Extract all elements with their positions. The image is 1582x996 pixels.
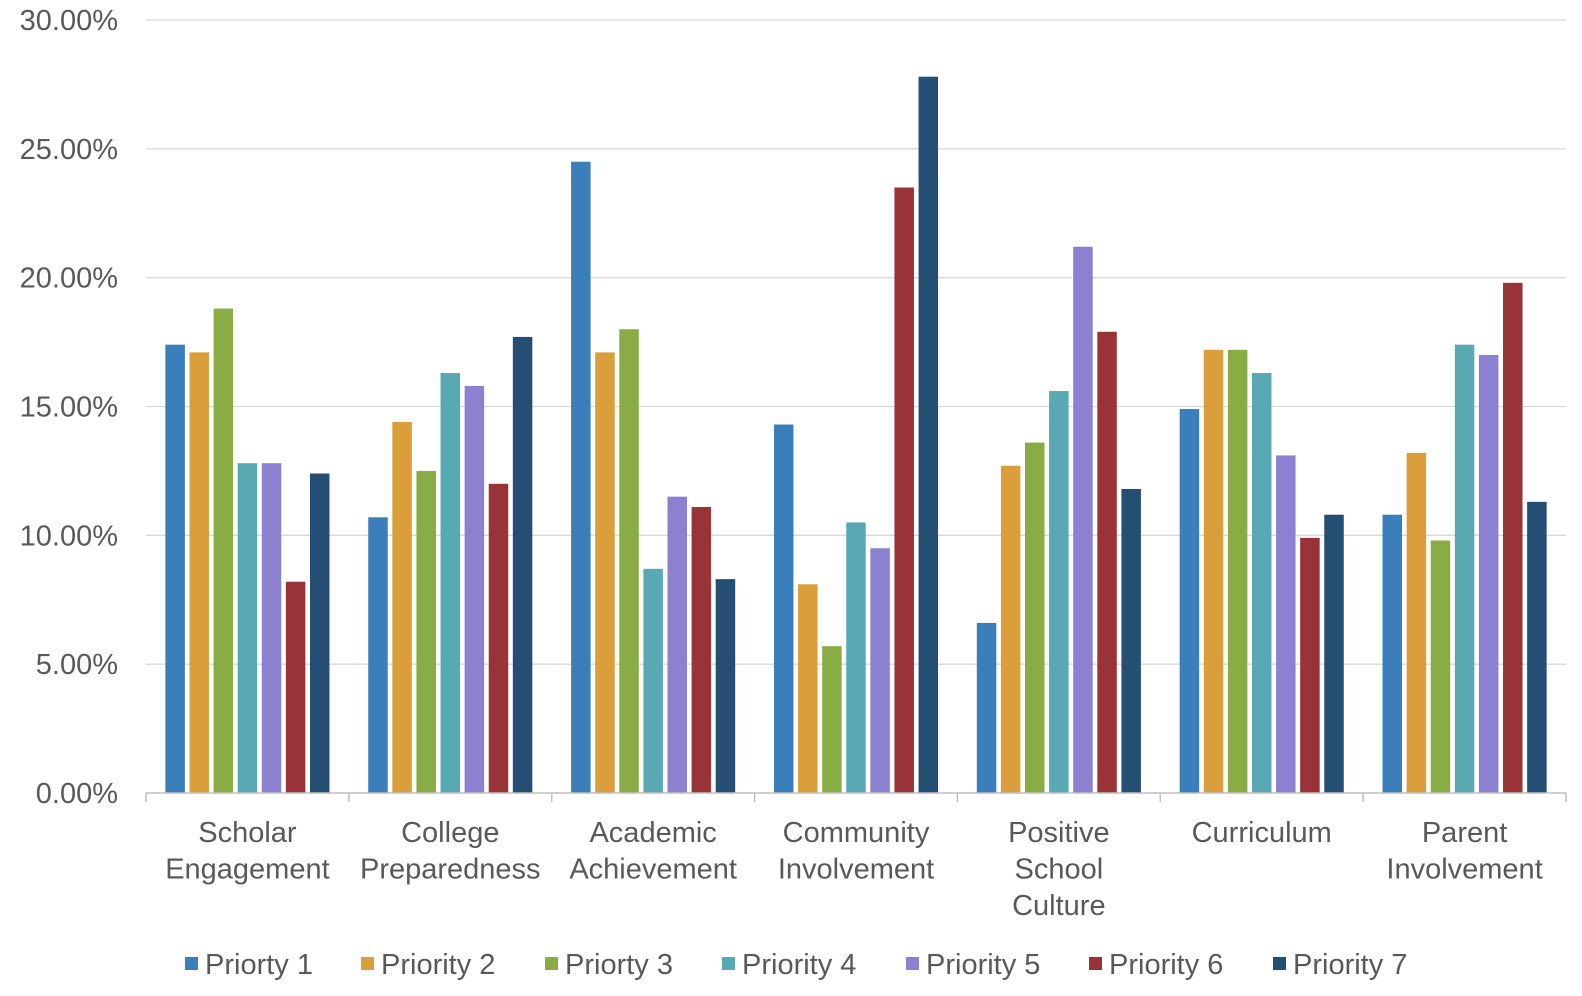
bar (213, 308, 234, 793)
bar (1251, 373, 1272, 793)
x-tick-label: Curriculum (1192, 817, 1332, 849)
x-tick-label: College Preparedness (360, 817, 541, 886)
bar (846, 522, 866, 793)
bar (1179, 409, 1200, 793)
legend-swatch (545, 957, 558, 970)
x-axis: Scholar Engagement College Preparedness Acad… (145, 792, 1567, 922)
legend-item: Priorty 1 (185, 949, 313, 981)
y-tick-label: 5.00% (36, 649, 118, 681)
legend: Priorty 1 Priority 2 Priorty 3 Priority 4 Pr… (185, 949, 1407, 981)
legend-label: Priorty 1 (205, 949, 313, 981)
y-tick-label: 10.00% (20, 520, 118, 552)
y-tick-label: 25.00% (20, 134, 118, 166)
legend-item: Priority 2 (361, 949, 495, 981)
bar (512, 336, 533, 793)
bar (165, 344, 185, 793)
bar (918, 76, 939, 794)
legend-label: Priority 6 (1109, 949, 1223, 981)
bar (1097, 331, 1117, 793)
y-tick-label: 30.00% (20, 5, 118, 37)
bar (1121, 488, 1141, 793)
bar (1227, 349, 1248, 793)
y-tick-label: 0.00% (36, 778, 118, 810)
bar (1503, 282, 1523, 793)
legend-label: Priority 5 (926, 949, 1040, 981)
bar (440, 373, 461, 793)
bar (488, 483, 509, 793)
bar (1527, 501, 1547, 793)
legend-label: Priorty 3 (565, 949, 673, 981)
bars (165, 76, 1547, 794)
bar (798, 584, 818, 793)
bar (1049, 391, 1069, 793)
bar (691, 506, 712, 793)
bar (1478, 354, 1499, 793)
bar (392, 421, 412, 793)
legend-swatch (361, 957, 374, 970)
bar (189, 352, 209, 793)
bar (237, 463, 258, 793)
legend-swatch (185, 957, 198, 970)
bar (1454, 344, 1475, 793)
bar (1300, 537, 1320, 793)
legend-label: Priority 7 (1293, 949, 1407, 981)
bar (715, 579, 736, 793)
bar (416, 470, 436, 793)
x-tick-label: Positive School Culture (1008, 817, 1110, 922)
legend-label: Priority 4 (742, 949, 856, 981)
legend-label: Priority 2 (381, 949, 495, 981)
bar (1276, 455, 1296, 793)
legend-item: Priority 4 (722, 949, 856, 981)
x-tick-label: Parent Involvement (1386, 817, 1542, 886)
bar (1324, 514, 1344, 793)
bar (368, 517, 388, 793)
legend-item: Priority 7 (1273, 949, 1407, 981)
legend-swatch (906, 957, 919, 970)
bar (261, 463, 282, 793)
bar (894, 187, 914, 793)
x-tick-label: Academic Achievement (569, 817, 737, 886)
bar (1073, 246, 1093, 793)
bar (1025, 442, 1045, 793)
legend-swatch (722, 957, 735, 970)
bar (773, 424, 794, 793)
bar (595, 352, 615, 793)
bar (285, 581, 306, 793)
bar (1430, 540, 1451, 793)
bar (1406, 452, 1427, 793)
bar (822, 646, 842, 793)
x-tick-label: Community Involvement (778, 817, 934, 886)
bar (1203, 349, 1224, 793)
y-axis: 0.00% 5.00% 10.00% 15.00% 20.00% 25.00% 30.00% (20, 5, 118, 810)
y-tick-label: 20.00% (20, 263, 118, 295)
y-tick-label: 15.00% (20, 392, 118, 424)
bar (976, 622, 997, 793)
bar (309, 473, 330, 793)
x-tick-label: Scholar Engagement (165, 817, 329, 886)
legend-swatch (1089, 957, 1102, 970)
legend-item: Priority 6 (1089, 949, 1223, 981)
bar (571, 161, 591, 793)
legend-item: Priorty 3 (545, 949, 673, 981)
legend-item: Priority 5 (906, 949, 1040, 981)
bar (1000, 465, 1021, 793)
bar (870, 548, 890, 793)
bar (643, 568, 663, 793)
bar (619, 329, 639, 793)
bar (464, 385, 485, 793)
bar (1382, 514, 1403, 793)
legend-swatch (1273, 957, 1286, 970)
bar (667, 496, 687, 793)
